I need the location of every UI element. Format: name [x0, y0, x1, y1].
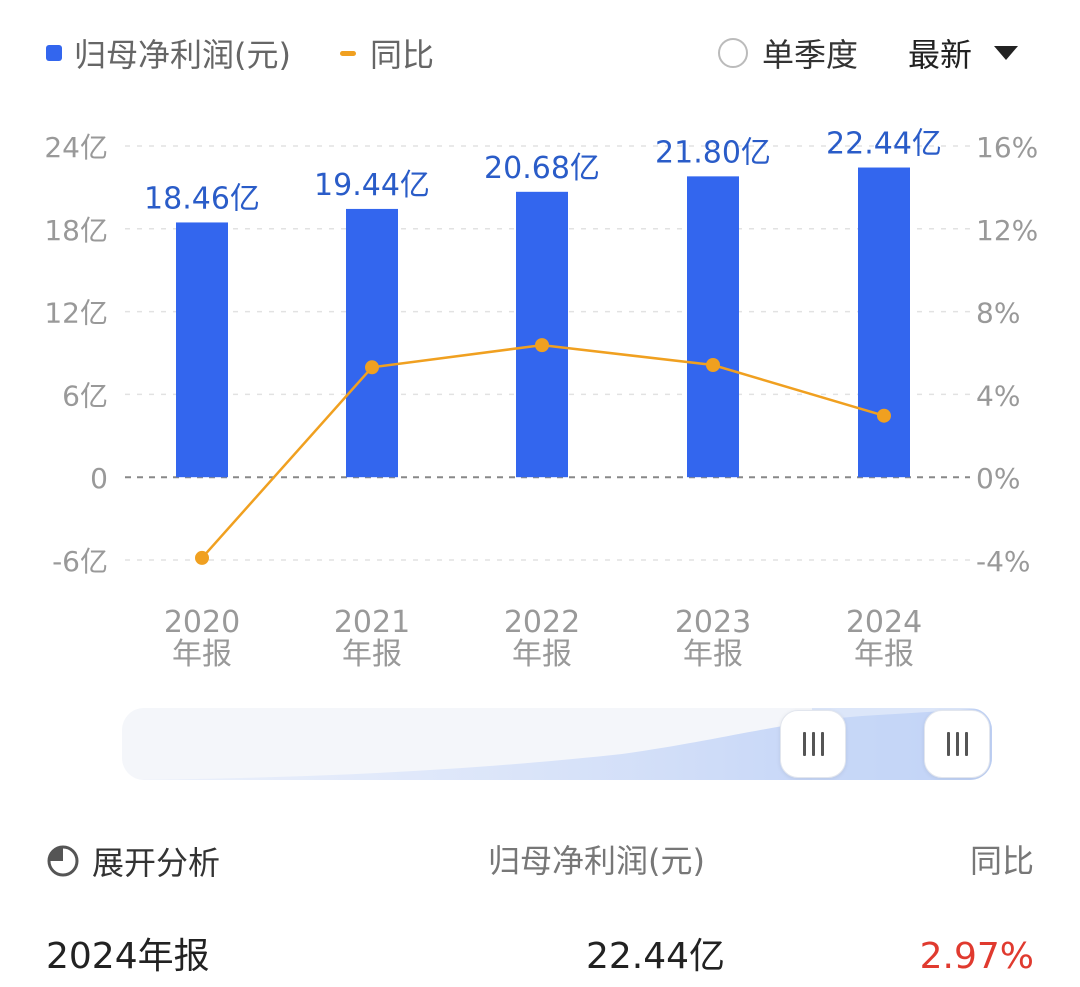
x-tick-label: 2021 年报 — [334, 605, 410, 672]
y-left-tick-label: -6亿 — [52, 545, 108, 578]
slider-handle-start[interactable] — [780, 710, 846, 778]
bar-data-label: 18.46亿 — [144, 181, 260, 216]
yoy-point — [877, 408, 891, 423]
bar — [516, 191, 568, 478]
bar — [346, 208, 398, 478]
grip-icon — [802, 732, 824, 756]
single-quarter-label: 单季度 — [762, 36, 859, 74]
yoy-point — [535, 338, 549, 353]
y-left-tick-label: 18亿 — [44, 214, 108, 247]
legend-item-yoy[interactable]: 同比 — [340, 30, 434, 76]
single-quarter-toggle[interactable]: 单季度 — [718, 30, 858, 76]
bar-data-label: 20.68亿 — [484, 151, 600, 186]
legend-label-net-profit: 归母净利润(元) — [74, 36, 291, 74]
row-period: 2024年报 — [46, 936, 210, 977]
y-right-tick-label: 8% — [976, 297, 1020, 330]
radio-circle-icon[interactable] — [718, 38, 748, 68]
y-right-tick-label: 4% — [976, 379, 1020, 412]
x-tick-label: 2022 年报 — [504, 605, 580, 672]
caret-down-icon — [994, 46, 1019, 60]
range-slider[interactable] — [122, 708, 992, 780]
row-yoy-value: 2.97% — [919, 936, 1034, 977]
y-left-tick-label: 12亿 — [44, 297, 108, 330]
bar-data-label: 19.44亿 — [314, 168, 430, 203]
y-left-tick-label: 6亿 — [62, 379, 108, 412]
legend-label-yoy: 同比 — [370, 36, 435, 74]
pie-chart-icon — [47, 845, 79, 877]
y-right-tick-label: 12% — [976, 214, 1038, 247]
line-swatch-icon — [340, 50, 356, 56]
bar-swatch-icon — [46, 45, 62, 61]
column-header-net-profit: 归母净利润(元) — [488, 842, 705, 880]
net-profit-chart: 24亿 18亿 12亿 6亿 0 -6亿 16% 12% 8% 4% 0% -4% 18.46亿 19.4… — [44, 127, 1038, 672]
slider-handle-end[interactable] — [924, 710, 990, 778]
latest-dropdown[interactable]: 最新 — [908, 30, 1019, 76]
y-right-tick-label: 0% — [976, 462, 1020, 495]
slider-preview-area — [122, 708, 992, 780]
x-tick-label: 2020 年报 — [164, 605, 240, 672]
yoy-point — [365, 360, 379, 375]
expand-analysis-button[interactable]: 展开分析 — [46, 838, 220, 884]
x-tick-label: 2024 年报 — [846, 605, 922, 672]
bar-data-label: 22.44亿 — [826, 127, 942, 162]
legend-item-net-profit[interactable]: 归母净利润(元) — [46, 30, 291, 76]
column-header-yoy: 同比 — [969, 842, 1034, 880]
row-net-profit-value: 22.44亿 — [586, 936, 726, 977]
bar — [176, 222, 228, 478]
grip-icon — [946, 732, 968, 756]
y-right-tick-label: -4% — [976, 545, 1031, 578]
table-header: 展开分析 归母净利润(元) 同比 — [0, 830, 1080, 890]
latest-label: 最新 — [908, 36, 973, 74]
chart-legend: 归母净利润(元) 同比 单季度 最新 — [0, 0, 1080, 110]
bar — [687, 176, 739, 478]
y-left-tick-label: 24亿 — [44, 131, 108, 164]
y-right-tick-label: 16% — [976, 131, 1038, 164]
y-left-tick-label: 0 — [90, 462, 108, 495]
yoy-point — [706, 358, 720, 373]
table-row[interactable]: 2024年报 22.44亿 2.97% — [0, 928, 1080, 984]
yoy-point — [195, 550, 209, 565]
x-tick-label: 2023 年报 — [675, 605, 751, 672]
expand-analysis-label: 展开分析 — [92, 844, 221, 882]
bar-data-label: 21.80亿 — [655, 135, 771, 170]
bar — [858, 167, 910, 478]
